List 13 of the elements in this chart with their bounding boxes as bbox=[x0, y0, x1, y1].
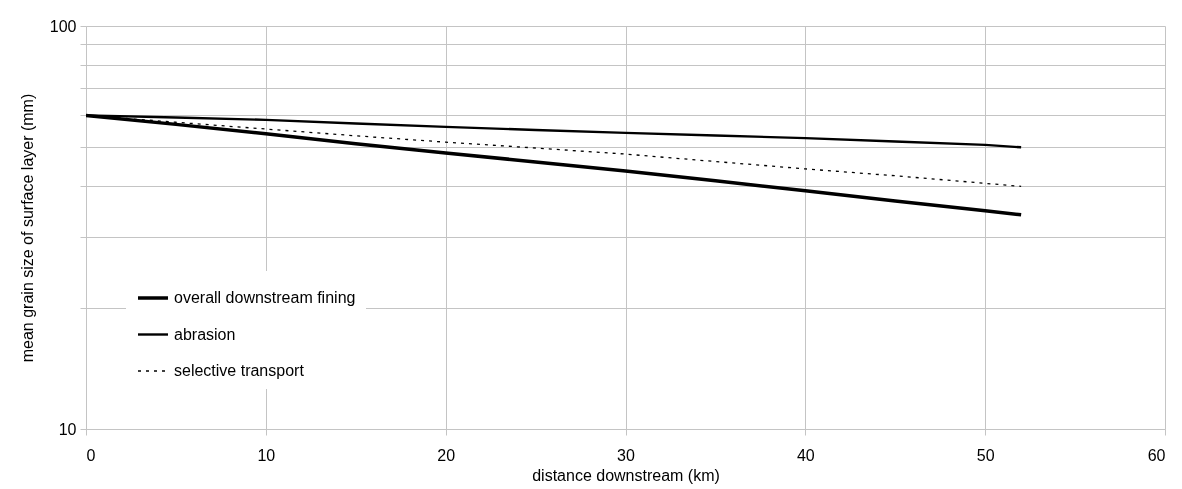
x-tick-label: 0 bbox=[86, 446, 96, 464]
x-tick-label: 20 bbox=[437, 446, 456, 464]
x-axis-title: distance downstream (km) bbox=[532, 466, 720, 484]
x-tick-label: 10 bbox=[257, 446, 276, 464]
legend-label: abrasion bbox=[174, 325, 236, 343]
legend-label: selective transport bbox=[174, 362, 305, 379]
y-axis-title: mean grain size of surface layer (mm) bbox=[18, 93, 36, 363]
x-tick-label: 30 bbox=[617, 446, 635, 464]
x-tick-label: 50 bbox=[976, 446, 995, 464]
x-tick-label: 60 bbox=[1147, 446, 1166, 464]
x-tick-label: 40 bbox=[796, 446, 815, 464]
legend-label: overall downstream fining bbox=[174, 289, 356, 306]
y-tick-label: 100 bbox=[49, 17, 77, 35]
